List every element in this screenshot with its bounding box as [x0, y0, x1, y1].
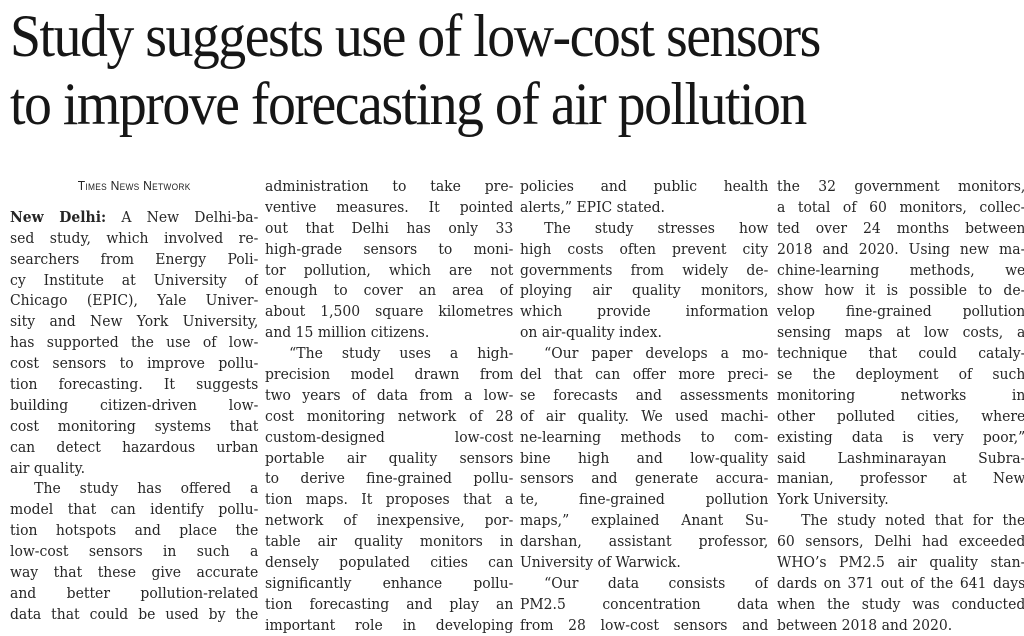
article-column-2: administration to take pre- ventive meas… [265, 176, 513, 636]
article-line: cost monitoring systems that [10, 416, 259, 435]
article-line: show how it is possible to de- [777, 281, 1024, 300]
article-line: enough to cover an area of [265, 281, 514, 300]
article-line: University of Warwick. [520, 553, 681, 572]
article-line: technique that could cataly- [777, 344, 1024, 363]
article-line: high costs often prevent city [520, 239, 769, 258]
headline-line-2: to improve forecasting of air pollution [10, 71, 807, 137]
article-line: out that Delhi has only 33 [265, 218, 514, 237]
article-line: other polluted cities, where [777, 406, 1024, 425]
headline: Study suggests use of low-cost sensors t… [10, 2, 949, 138]
article-line: when the study was conducted [777, 594, 1024, 613]
article-line: tion maps. It proposes that a [265, 490, 514, 509]
article-line: which provide information [520, 302, 769, 321]
article-line: alerts,” EPIC stated. [520, 197, 665, 216]
article-line: chine-learning methods, we [777, 260, 1024, 279]
article-line: The study has offered a [34, 479, 259, 498]
article-line: building citizen-driven low- [10, 395, 259, 414]
article-line: “Our paper develops a mo- [544, 344, 769, 363]
article-line: sed study, which involved re- [10, 228, 259, 247]
article-line: York University. [777, 490, 889, 509]
article-line: can detect hazardous urban [10, 437, 259, 456]
article-line: “Our data consists of [544, 573, 769, 592]
article-line: existing data is very poor,” [777, 427, 1024, 446]
article-line: on air-quality index. [520, 323, 662, 342]
article-line: table air quality monitors in [265, 532, 514, 551]
article-line: portable air quality sensors [265, 448, 514, 467]
article-line: se forecasts and assessments [520, 385, 769, 404]
article-line: cost sensors to improve pollu- [10, 354, 259, 373]
article-line: air quality. [10, 458, 86, 477]
article-line: model that can identify pollu- [10, 500, 259, 519]
article-line: 60 sensors, Delhi had exceeded [777, 532, 1024, 551]
article-line: se the deployment of such [777, 365, 1024, 384]
article-line: The study noted that for the [801, 511, 1024, 530]
article-line: 2018 and 2020. Using new ma- [777, 239, 1024, 258]
article-line: about 1,500 square kilometres [265, 302, 514, 321]
article-line: low-cost sensors in such a [10, 542, 259, 561]
article-line: tion hotspots and place the [10, 521, 259, 540]
article-line: said Lashminarayan Subra- [777, 448, 1024, 467]
article-line: WHO’s PM2.5 air quality stan- [777, 553, 1024, 572]
dateline: New Delhi: [10, 207, 107, 226]
article-line: maps,” explained Anant Su- [520, 511, 769, 530]
article-line: tion forecasting. It suggests [10, 375, 259, 394]
article-line: important role in developing [265, 615, 514, 634]
article-column-4: the 32 government monitors, a total of 6… [777, 176, 1024, 636]
article-line: of air quality. We used machi- [520, 406, 769, 425]
article-line: has supported the use of low- [10, 333, 259, 352]
article-line: a total of 60 monitors, collec- [777, 197, 1024, 216]
article-line: sity and New York University, [10, 312, 259, 331]
article-line: cy Institute at University of [10, 270, 259, 289]
article-line: tor pollution, which are not [265, 260, 514, 279]
headline-line-1: Study suggests use of low-cost sensors [10, 3, 821, 69]
article-line: and better pollution-related [10, 583, 259, 602]
article-line: densely populated cities can [265, 553, 514, 572]
article-line: high-grade sensors to moni- [265, 239, 514, 258]
article-line: dards on 371 out of the 641 days [777, 573, 1024, 592]
article-line: administration to take pre- [265, 177, 514, 195]
byline: Times News Network [77, 178, 191, 193]
article-line: cost monitoring network of 28 [265, 406, 514, 425]
article-column-1: Times News Network New Delhi: A New Delh… [10, 176, 258, 625]
article-line: and 15 million citizens. [265, 323, 430, 342]
article-line: custom-designed low-cost [265, 427, 514, 446]
article-line: darshan, assistant professor, [520, 532, 769, 551]
article-line: sensing maps at low costs, a [777, 323, 1024, 342]
article-line: New Delhi: A New Delhi-ba- [10, 207, 259, 226]
article-line: policies and public health [520, 177, 769, 195]
article-line: te, fine-grained pollution [520, 490, 769, 509]
article-line: governments from widely de- [520, 260, 769, 279]
article-line: to derive fine-grained pollu- [265, 469, 514, 488]
article-line: between 2018 and 2020. [777, 615, 953, 634]
article-line: way that these give accurate [10, 563, 259, 582]
article-line: network of inexpensive, por- [265, 511, 514, 530]
article-line: manian, professor at New [777, 469, 1024, 488]
article-line: from 28 low-cost sensors and [520, 615, 769, 634]
article-line: ventive measures. It pointed [265, 197, 514, 216]
article-line: ploying air quality monitors, [520, 281, 769, 300]
article-line: monitoring networks in [777, 385, 1024, 404]
article-line: bine high and low-quality [520, 448, 769, 467]
article-line: significantly enhance pollu- [265, 573, 514, 592]
article-line: searchers from Energy Poli- [10, 249, 259, 268]
article-line: “The study uses a high- [289, 344, 514, 363]
article-line: sensors and generate accura- [520, 469, 769, 488]
article-line: the 32 government monitors, [777, 177, 1024, 195]
article-line: two years of data from a low- [265, 385, 514, 404]
article-line: precision model drawn from [265, 365, 514, 384]
article-line: del that can offer more preci- [520, 365, 769, 384]
article-line: The study stresses how [544, 218, 769, 237]
article-line: Chicago (EPIC), Yale Univer- [10, 291, 259, 310]
article-line: tion forecasting and play an [265, 594, 514, 613]
article-column-3: policies and public health alerts,” EPIC… [520, 176, 768, 636]
article-line: ne-learning methods to com- [520, 427, 769, 446]
article-line: ted over 24 months between [777, 218, 1024, 237]
article-line: velop fine-grained pollution [777, 302, 1024, 321]
article-line: PM2.5 concentration data [520, 594, 769, 613]
